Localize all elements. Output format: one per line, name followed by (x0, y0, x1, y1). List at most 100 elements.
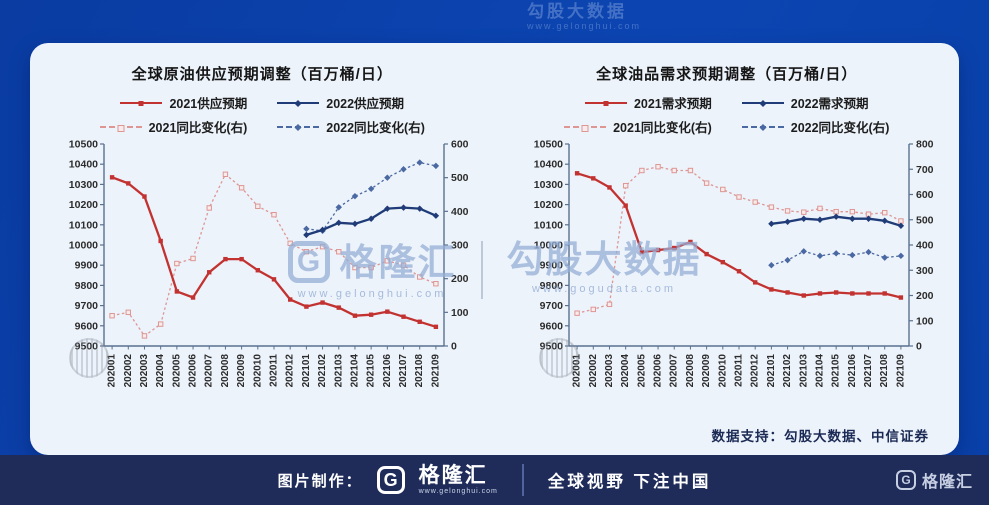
supply-chart: 全球原油供应预期调整（百万桶/日） 2021供应预期 2022供应预期 2021同… (30, 43, 495, 455)
svg-text:202103: 202103 (798, 354, 809, 388)
svg-text:202009: 202009 (701, 354, 712, 388)
svg-text:202007: 202007 (668, 354, 679, 388)
svg-text:10400: 10400 (534, 159, 563, 171)
made-by-label: 图片制作： (277, 472, 363, 490)
svg-text:202011: 202011 (269, 354, 280, 387)
footer-brand-block: 格隆汇 www.gelonghui.com (419, 465, 498, 495)
svg-text:202009: 202009 (236, 354, 247, 388)
svg-text:10400: 10400 (69, 159, 98, 171)
svg-text:800: 800 (916, 139, 934, 151)
svg-text:202002: 202002 (588, 354, 599, 388)
svg-text:202008: 202008 (220, 354, 231, 388)
supply-chart-legend: 2021供应预期 2022供应预期 2021同比变化(右) 2022同比变化(右) (30, 93, 495, 136)
svg-text:202105: 202105 (366, 354, 377, 388)
svg-text:202004: 202004 (620, 354, 631, 388)
svg-text:202003: 202003 (604, 354, 615, 388)
top-watermark-brand: 勾股大数据 (527, 2, 627, 21)
footer-slogan: 全球视野 下注中国 (547, 473, 712, 491)
svg-text:500: 500 (451, 172, 469, 184)
legend-row: 2021同比变化(右) 2022同比变化(右) (564, 117, 889, 136)
svg-text:202107: 202107 (863, 354, 874, 388)
svg-text:700: 700 (916, 164, 934, 176)
legend-line-sample (277, 99, 320, 107)
svg-text:202101: 202101 (301, 354, 312, 388)
demand-chart-title: 全球油品需求预期调整（百万桶/日） (596, 66, 858, 83)
svg-text:202106: 202106 (847, 354, 858, 388)
svg-text:9700: 9700 (539, 300, 563, 312)
legend-row: 2021同比变化(右) 2022同比变化(右) (99, 117, 425, 136)
svg-text:400: 400 (451, 206, 469, 218)
gelonghui-logo-icon: G (376, 466, 405, 494)
svg-text:202012: 202012 (285, 354, 296, 388)
legend-label: 2022供应预期 (326, 97, 405, 111)
svg-text:9600: 9600 (75, 320, 99, 332)
charts-row: 全球原油供应预期调整（百万桶/日） 2021供应预期 2022供应预期 2021同… (30, 43, 959, 455)
chart-card: 全球原油供应预期调整（百万桶/日） 2021供应预期 2022供应预期 2021同… (30, 43, 959, 455)
corner-brand: 格隆汇 (921, 474, 973, 491)
svg-text:202005: 202005 (636, 354, 647, 388)
svg-text:202105: 202105 (830, 354, 841, 388)
svg-text:0: 0 (451, 341, 457, 353)
svg-text:300: 300 (451, 240, 469, 252)
legend-label: 2021同比变化(右) (613, 121, 712, 135)
legend-line-sample (741, 123, 784, 131)
svg-text:202004: 202004 (155, 354, 166, 388)
legend-marker-icon (603, 100, 609, 106)
svg-text:300: 300 (916, 265, 934, 277)
corner-logo: G 格隆汇 (895, 468, 973, 492)
top-watermark-url: www.gelonghui.com (527, 20, 642, 31)
legend-marker-icon (581, 124, 589, 132)
svg-text:202109: 202109 (431, 354, 442, 388)
svg-text:9600: 9600 (539, 320, 563, 332)
svg-text:9800: 9800 (539, 280, 563, 292)
svg-text:202011: 202011 (733, 354, 744, 387)
footer-bar: 图片制作： G 格隆汇 www.gelonghui.com 全球视野 下注中国 (0, 455, 989, 505)
legend-line-sample (564, 124, 607, 132)
svg-text:10100: 10100 (534, 219, 563, 231)
svg-text:600: 600 (451, 139, 469, 151)
legend-item: 2022同比变化(右) (741, 117, 890, 136)
legend-item: 2021同比变化(右) (564, 117, 712, 136)
svg-text:10200: 10200 (534, 199, 563, 211)
legend-marker-icon (759, 123, 767, 131)
svg-text:202012: 202012 (749, 354, 760, 388)
legend-item: 2021需求预期 (584, 93, 712, 112)
footer-brand-url: www.gelonghui.com (418, 488, 498, 495)
legend-item: 2022同比变化(右) (277, 117, 425, 136)
svg-text:10500: 10500 (69, 139, 98, 151)
svg-text:10000: 10000 (69, 240, 98, 252)
svg-text:202006: 202006 (188, 354, 199, 388)
demand-chart-legend: 2021需求预期 2022需求预期 2021同比变化(右) 2022同比变化(右) (495, 93, 960, 136)
legend-label: 2022同比变化(右) (790, 121, 890, 135)
legend-item: 2022需求预期 (741, 93, 869, 112)
legend-marker-icon (294, 99, 302, 107)
svg-text:10500: 10500 (534, 139, 563, 151)
svg-text:202109: 202109 (895, 354, 906, 388)
svg-text:202108: 202108 (879, 354, 890, 388)
svg-text:202102: 202102 (782, 354, 793, 388)
svg-text:10300: 10300 (69, 179, 98, 191)
svg-text:202005: 202005 (172, 354, 183, 388)
svg-text:202104: 202104 (350, 354, 361, 388)
svg-text:202103: 202103 (334, 354, 345, 388)
svg-text:200: 200 (451, 273, 469, 285)
legend-line-sample (584, 100, 627, 106)
gelonghui-logo-icon: G (895, 470, 916, 490)
svg-text:9700: 9700 (75, 300, 99, 312)
svg-text:9900: 9900 (539, 260, 563, 272)
svg-text:9800: 9800 (75, 280, 99, 292)
legend-marker-icon (294, 123, 302, 131)
legend-row: 2021供应预期 2022供应预期 (120, 93, 404, 112)
legend-label: 2022需求预期 (790, 97, 869, 111)
svg-text:9900: 9900 (75, 260, 99, 272)
svg-text:202107: 202107 (398, 354, 409, 388)
svg-text:10000: 10000 (534, 240, 563, 252)
legend-marker-icon (117, 124, 125, 132)
legend-line-sample (741, 99, 784, 107)
svg-text:202102: 202102 (317, 354, 328, 388)
legend-item: 2021同比变化(右) (99, 117, 247, 136)
legend-label: 2021供应预期 (169, 97, 248, 111)
svg-text:202001: 202001 (571, 354, 582, 388)
legend-label: 2021需求预期 (633, 97, 712, 111)
